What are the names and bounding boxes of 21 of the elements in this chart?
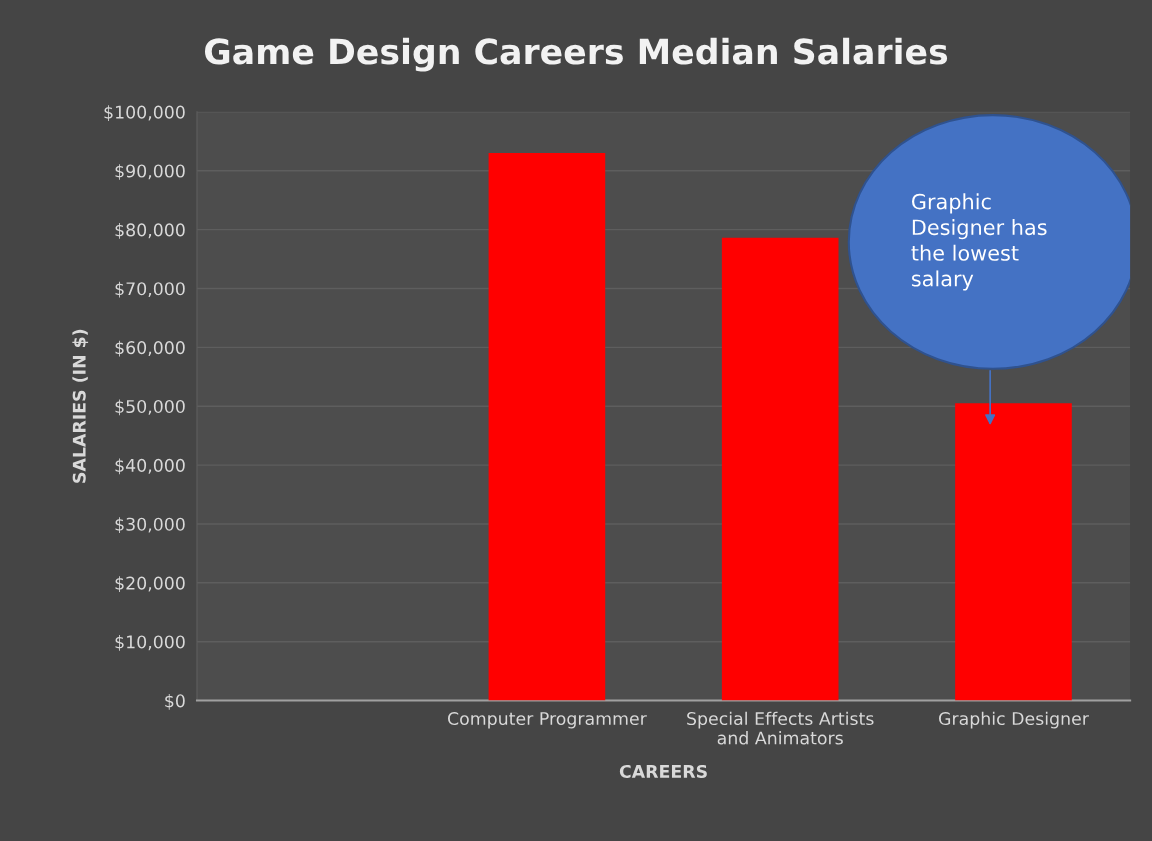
x-tick-label: Special Effects Artists and Animators xyxy=(687,711,874,745)
chart-title: Game Design Careers Median Salaries xyxy=(204,37,948,72)
bar xyxy=(488,153,606,701)
x-tick-label: Computer Programmer xyxy=(447,711,647,729)
y-tick-label: $50,000 xyxy=(115,399,185,416)
bar xyxy=(955,403,1072,701)
x-axis-title: CAREERS xyxy=(619,764,707,779)
y-tick-label: $0 xyxy=(165,693,185,710)
y-tick-label: $40,000 xyxy=(115,458,185,475)
y-axis-title: SALARIES (IN $) xyxy=(72,329,89,483)
y-tick-label: $30,000 xyxy=(115,517,185,534)
y-tick-label: $80,000 xyxy=(115,223,185,239)
bar xyxy=(721,237,839,701)
y-tick-label: $90,000 xyxy=(115,164,185,180)
annotation: Graphic Designer has the lowest salary xyxy=(911,193,1047,291)
y-tick-label: $20,000 xyxy=(115,576,185,592)
y-tick-label: $70,000 xyxy=(115,281,185,298)
x-tick-label: Graphic Designer xyxy=(939,711,1089,729)
y-tick-label: $60,000 xyxy=(115,340,185,357)
y-tick-label: $10,000 xyxy=(115,635,185,651)
y-tick-label: $100,000 xyxy=(104,105,185,121)
